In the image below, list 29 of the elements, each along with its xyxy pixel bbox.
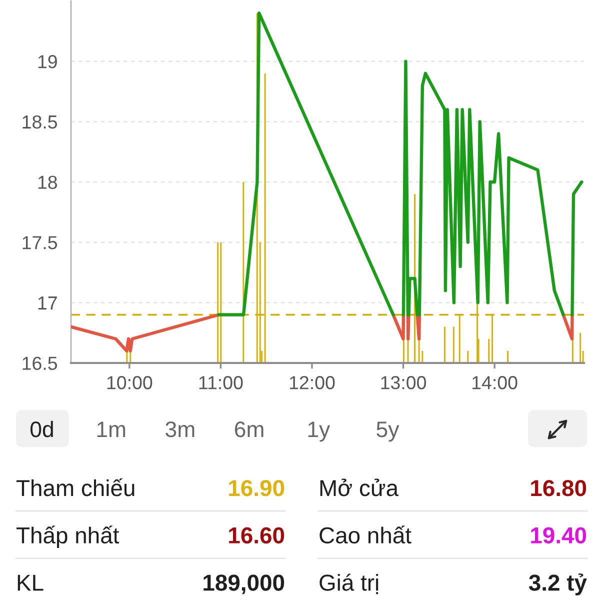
text: Giá trị [320, 574, 378, 594]
y-tick-label: 17.5 [22, 236, 58, 250]
text: Tham chiếu [16, 478, 134, 496]
text: 3.2 tỷ [528, 573, 587, 596]
text: 3m [166, 421, 194, 438]
text: 0d [30, 420, 53, 438]
text: 16.80 [531, 480, 586, 496]
text: KL [18, 574, 44, 591]
y-tick-label: 18 [38, 176, 57, 189]
text: 16.90 [229, 480, 284, 496]
text: 1m [97, 422, 126, 437]
x-tick-label: 11:00 [199, 376, 243, 390]
text: 16.60 [229, 527, 284, 544]
text: 189,000 [204, 574, 284, 594]
text: Thấp nhất [16, 526, 120, 548]
x-tick-label: 10:00 [107, 376, 152, 390]
y-tick-label: 17 [38, 296, 57, 310]
x-tick-label: 13:00 [381, 376, 426, 390]
y-tick-label: 18.5 [22, 115, 58, 129]
text: 5y [376, 422, 400, 442]
text: 6m [234, 421, 264, 438]
y-tick-label: 16.5 [22, 356, 58, 370]
text: Mở cửa [320, 478, 399, 496]
y-tick-label: 19 [38, 55, 57, 68]
x-tick-label: 12:00 [290, 376, 335, 390]
text: Cao nhất [320, 526, 412, 544]
x-tick-label: 14:00 [472, 376, 518, 390]
text: 19.40 [531, 527, 586, 544]
text: 1y [308, 422, 330, 442]
